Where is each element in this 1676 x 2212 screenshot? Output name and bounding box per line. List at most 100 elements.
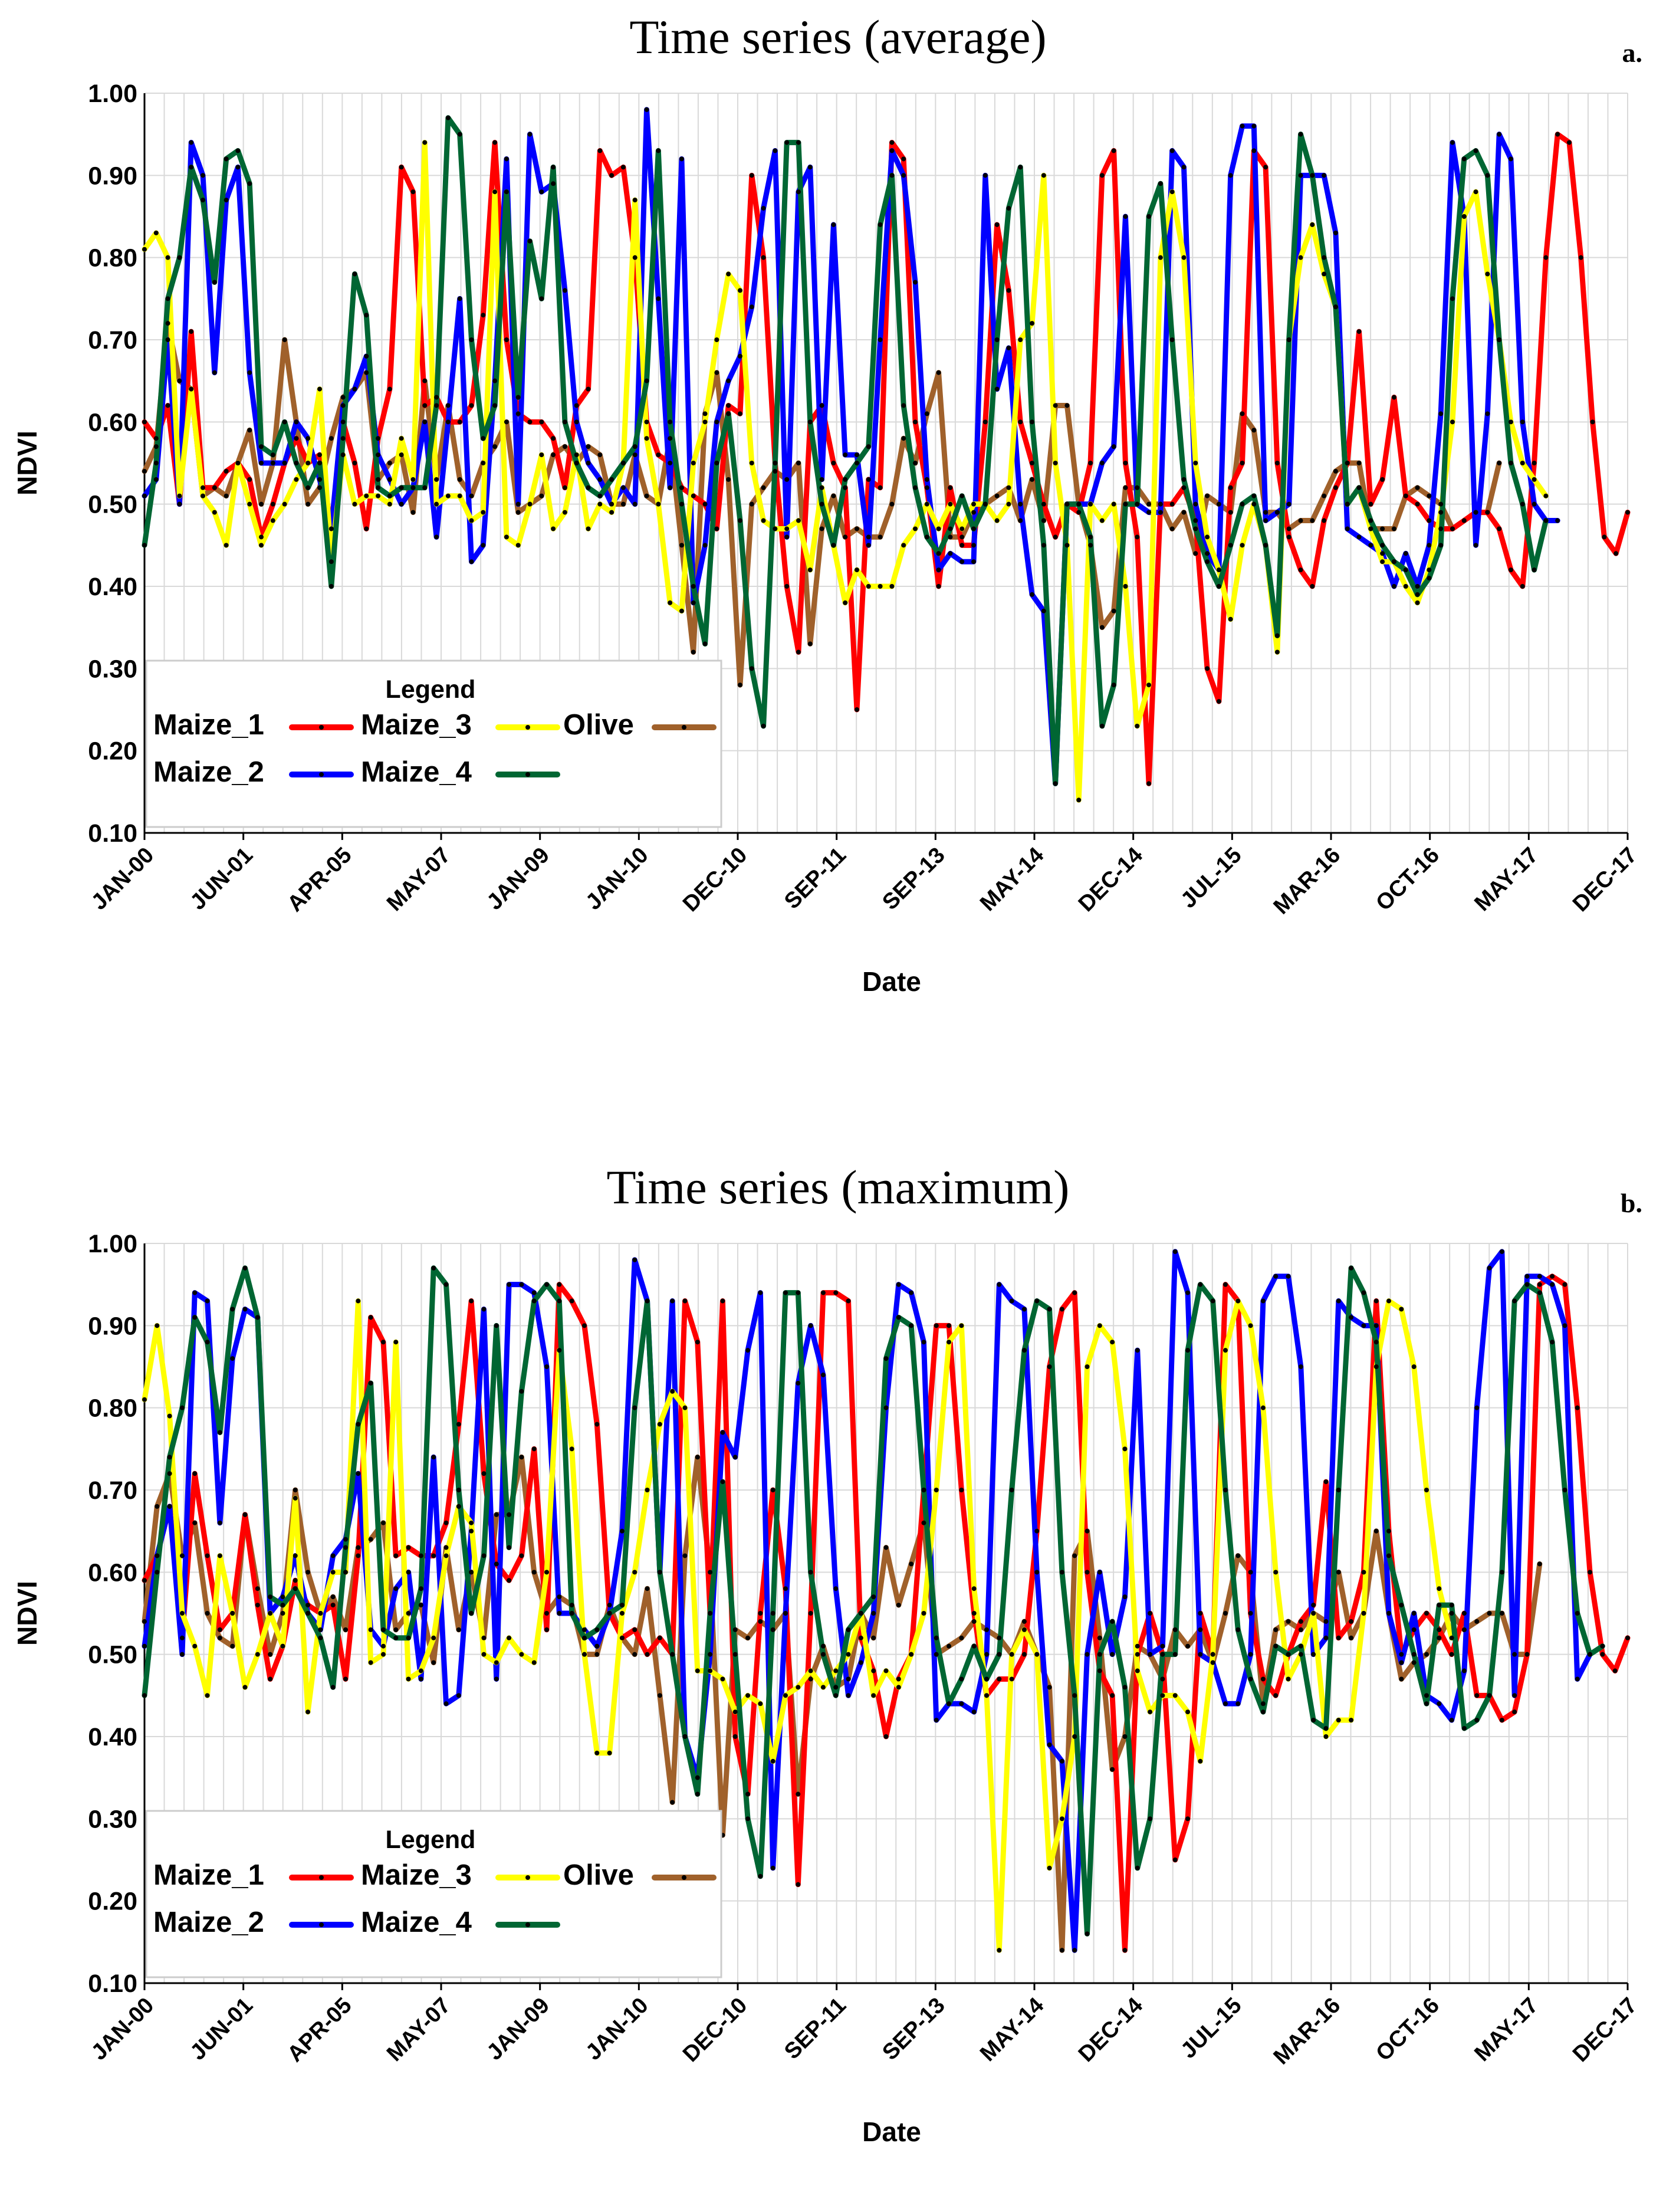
data-point-maize-2 xyxy=(1485,411,1490,416)
data-point-maize-3 xyxy=(230,1611,235,1616)
data-point-maize-3 xyxy=(557,1348,562,1353)
data-point-maize-3 xyxy=(268,1611,273,1616)
data-point-maize-3 xyxy=(217,1553,222,1558)
data-point-maize-1 xyxy=(469,1298,474,1304)
data-point-maize-1 xyxy=(1072,1290,1077,1295)
data-point-maize-1 xyxy=(819,403,824,408)
data-point-maize-3 xyxy=(551,526,556,531)
data-point-maize-1 xyxy=(1310,584,1315,589)
data-point-maize-2 xyxy=(574,419,579,425)
data-point-olive xyxy=(280,1611,285,1616)
data-point-maize-1 xyxy=(1322,518,1327,523)
data-point-maize-2 xyxy=(878,337,883,342)
data-point-maize-2 xyxy=(1021,1307,1027,1312)
data-point-maize-1 xyxy=(1059,1307,1064,1312)
data-point-maize-2 xyxy=(1041,608,1046,613)
y-tick-label: 0.90 xyxy=(88,162,137,190)
data-point-maize-4 xyxy=(1391,559,1396,565)
y-tick-label: 1.00 xyxy=(88,1230,137,1258)
data-point-olive xyxy=(994,493,1000,498)
data-point-maize-2 xyxy=(758,1290,763,1295)
data-point-maize-4 xyxy=(1403,567,1408,573)
data-point-olive xyxy=(551,452,556,458)
data-point-olive xyxy=(936,370,941,375)
data-point-maize-2 xyxy=(619,1528,625,1534)
data-point-maize-3 xyxy=(934,1488,939,1492)
data-point-maize-1 xyxy=(947,1323,952,1328)
data-point-maize-2 xyxy=(201,173,206,178)
data-point-maize-4 xyxy=(984,1676,990,1682)
data-point-olive xyxy=(1438,501,1444,507)
data-point-maize-2 xyxy=(1322,173,1327,178)
legend-swatch-dot xyxy=(319,1875,324,1880)
data-point-olive xyxy=(539,493,544,498)
data-point-olive xyxy=(1380,526,1385,531)
x-tick-label: JAN-10 xyxy=(581,1993,653,2065)
data-point-maize-2 xyxy=(305,436,311,441)
data-point-maize-2 xyxy=(481,543,486,548)
data-point-maize-3 xyxy=(201,493,206,498)
data-point-olive xyxy=(597,452,603,458)
data-point-maize-3 xyxy=(569,1446,574,1452)
data-point-maize-2 xyxy=(1356,534,1362,540)
data-point-maize-2 xyxy=(749,304,754,310)
data-point-maize-1 xyxy=(519,1553,524,1558)
data-point-maize-1 xyxy=(1399,1652,1404,1657)
data-point-maize-4 xyxy=(597,493,603,498)
data-point-maize-3 xyxy=(586,526,591,531)
legend-swatch-dot xyxy=(525,1922,530,1927)
data-point-olive xyxy=(393,1627,399,1632)
data-point-maize-4 xyxy=(155,1570,160,1575)
data-point-maize-2 xyxy=(1158,510,1163,515)
data-point-maize-2 xyxy=(959,1701,964,1706)
data-point-olive xyxy=(515,510,521,515)
data-point-olive xyxy=(1286,1619,1291,1624)
data-point-maize-2 xyxy=(833,1586,839,1591)
data-point-maize-4 xyxy=(1449,1603,1454,1608)
data-point-maize-4 xyxy=(1349,1265,1354,1271)
data-point-olive xyxy=(1172,1627,1178,1632)
data-point-olive xyxy=(971,1619,977,1624)
data-point-maize-2 xyxy=(783,1611,788,1616)
data-point-maize-4 xyxy=(527,238,533,244)
data-point-maize-3 xyxy=(1251,501,1257,507)
data-point-maize-4 xyxy=(399,485,404,490)
data-point-maize-2 xyxy=(387,477,392,482)
data-point-olive xyxy=(507,1512,512,1517)
data-point-maize-1 xyxy=(1550,1274,1555,1279)
data-point-maize-2 xyxy=(702,543,708,548)
data-point-maize-4 xyxy=(1059,1570,1064,1575)
data-point-olive xyxy=(457,477,462,482)
data-point-maize-2 xyxy=(820,1372,826,1377)
data-point-maize-2 xyxy=(737,353,742,359)
data-point-olive xyxy=(434,477,439,482)
data-point-maize-4 xyxy=(1485,173,1490,178)
data-point-maize-2 xyxy=(679,156,684,162)
data-point-olive xyxy=(947,1643,952,1649)
data-point-maize-1 xyxy=(1193,518,1198,523)
data-point-maize-2 xyxy=(924,477,929,482)
data-point-maize-3 xyxy=(1111,501,1116,507)
data-point-maize-4 xyxy=(317,461,323,465)
data-point-maize-3 xyxy=(732,1709,738,1715)
x-tick-label: JAN-00 xyxy=(87,843,159,915)
data-point-maize-1 xyxy=(224,468,229,474)
data-point-maize-3 xyxy=(1053,461,1058,465)
data-point-olive xyxy=(1437,1635,1442,1640)
legend-label-maize-3: Maize_3 xyxy=(361,709,472,741)
data-point-olive xyxy=(1216,501,1221,507)
data-point-maize-2 xyxy=(1415,584,1420,589)
legend-swatch-dot xyxy=(525,772,530,777)
data-point-maize-2 xyxy=(235,165,241,170)
data-point-maize-3 xyxy=(1336,1718,1341,1723)
data-point-maize-4 xyxy=(1380,543,1385,548)
data-point-maize-1 xyxy=(469,403,474,408)
data-point-maize-2 xyxy=(1172,1249,1178,1254)
data-point-maize-4 xyxy=(1311,1718,1316,1723)
chart-panel-average: Time series (average) a. 0.10 0.20 0.30 0.40 0… xyxy=(0,0,1676,1062)
data-point-maize-3 xyxy=(410,477,416,482)
data-point-maize-2 xyxy=(1135,1348,1140,1353)
data-point-maize-1 xyxy=(1386,1528,1392,1534)
data-point-maize-1 xyxy=(1311,1603,1316,1608)
data-point-maize-4 xyxy=(1210,1298,1215,1304)
